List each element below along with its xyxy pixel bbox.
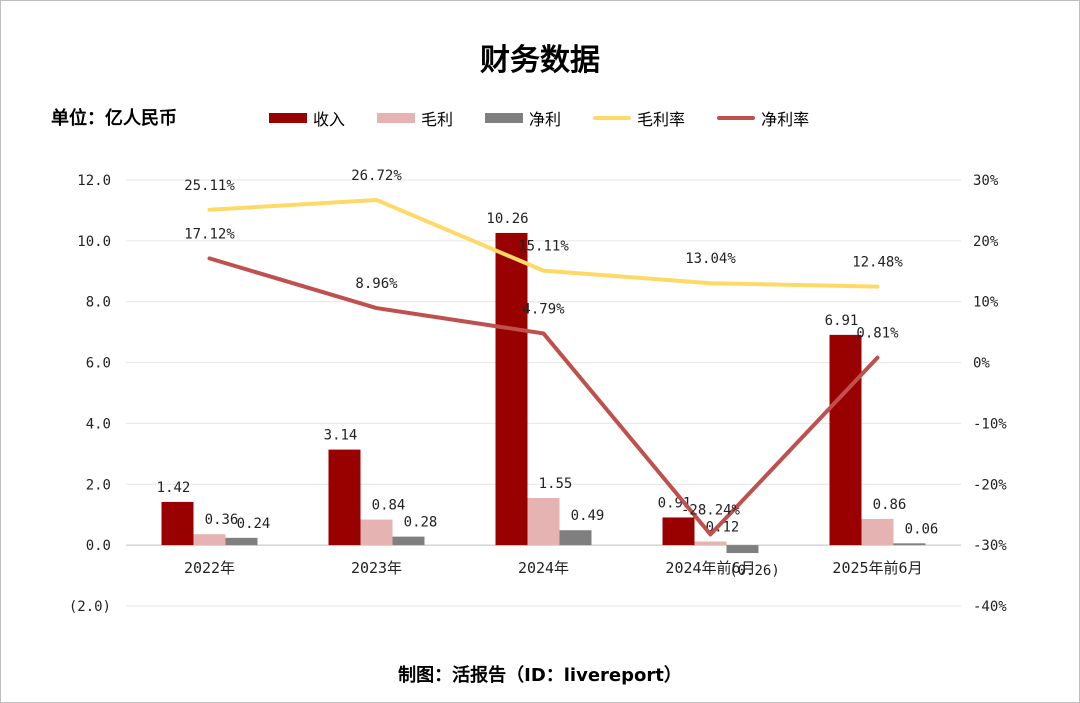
- data-label-gross-profit: 0.36: [205, 512, 239, 528]
- y-right-tick-label: 20%: [973, 234, 999, 250]
- chart-title: 财务数据: [480, 43, 600, 78]
- bar-net-profit: [225, 537, 258, 546]
- legend-line-gross-margin: [593, 116, 632, 120]
- data-label-gross-margin: 25.11%: [184, 178, 235, 194]
- data-label-gross-profit: 1.55: [539, 476, 573, 492]
- legend-swatch-net-profit: [485, 113, 524, 123]
- bar-gross-profit: [193, 534, 226, 546]
- data-label-net-margin: 17.12%: [184, 226, 235, 242]
- bar-net-profit: [726, 545, 759, 554]
- bar-revenue: [495, 232, 528, 546]
- data-label-gross-margin: 13.04%: [685, 251, 736, 267]
- data-label-net-profit: 0.49: [571, 508, 605, 524]
- bar-gross-profit: [694, 541, 727, 546]
- y-left-tick-label: 2.0: [86, 477, 111, 493]
- bar-net-profit: [392, 536, 425, 546]
- data-label-net-margin: 0.81%: [856, 326, 899, 342]
- x-tick-label: 2022年: [184, 559, 235, 577]
- x-tick-label: 2024年: [518, 559, 569, 577]
- legend-label-gross-margin: 毛利率: [637, 110, 686, 129]
- data-label-net-profit: (0.26): [729, 563, 780, 579]
- data-label-gross-margin: 12.48%: [852, 255, 903, 271]
- bar-gross-profit: [360, 519, 393, 546]
- legend-label-net-profit: 净利: [529, 110, 562, 129]
- bar-revenue: [328, 449, 361, 546]
- y-left-tick-label: 6.0: [86, 356, 111, 372]
- y-right-tick-label: -30%: [973, 538, 1007, 554]
- unit-label: 单位：亿人民币: [51, 108, 177, 129]
- legend: 收入 毛利 净利 毛利率 净利率: [269, 107, 841, 129]
- legend-swatch-revenue: [269, 113, 307, 123]
- bar-gross-profit: [861, 518, 894, 546]
- x-tick-label: 2023年: [351, 559, 402, 577]
- y-right-tick-label: -20%: [973, 477, 1007, 493]
- x-tick-label: 2025年前6月: [832, 559, 922, 577]
- data-label-net-margin: -28.24%: [681, 502, 741, 518]
- bar-gross-profit: [527, 497, 560, 546]
- y-right-tick-label: -10%: [973, 416, 1007, 432]
- data-label-net-profit: 0.06: [905, 521, 939, 537]
- legend-line-net-margin: [717, 116, 756, 120]
- data-label-gross-profit: 0.86: [873, 497, 907, 513]
- data-label-gross-margin: 15.11%: [518, 239, 569, 255]
- data-label-net-profit: 0.28: [404, 515, 438, 531]
- data-label-net-margin: 4.79%: [522, 301, 565, 317]
- y-right-tick-label: 30%: [973, 173, 999, 189]
- legend-item-gross-profit: 毛利: [377, 106, 453, 130]
- bar-net-profit: [893, 543, 926, 546]
- y-left-tick-label: 4.0: [86, 416, 111, 432]
- legend-swatch-gross-profit: [377, 113, 416, 123]
- bar-net-profit: [559, 530, 592, 546]
- data-label-revenue: 3.14: [324, 428, 358, 444]
- line-net-margin: [207, 256, 880, 537]
- y-left-tick-label: 8.0: [86, 295, 111, 311]
- bar-revenue: [662, 517, 695, 546]
- y-left-tick-label: 12.0: [77, 173, 111, 189]
- y-right-tick-label: -40%: [973, 599, 1007, 615]
- legend-item-net-margin: 净利率: [717, 106, 809, 130]
- bar-revenue: [829, 334, 862, 546]
- y-left-tick-label: (2.0): [69, 599, 111, 615]
- bar-revenue: [161, 501, 194, 546]
- data-label-revenue: 6.91: [825, 313, 859, 329]
- y-right-tick-label: 0%: [973, 356, 990, 372]
- legend-label-net-margin: 净利率: [761, 110, 810, 129]
- data-label-gross-margin: 26.72%: [351, 168, 402, 184]
- source-label: 制图：活报告（ID：livereport）: [398, 665, 682, 686]
- data-label-net-margin: 8.96%: [355, 276, 398, 292]
- data-label-gross-profit: 0.84: [372, 498, 406, 514]
- y-right-tick-label: 10%: [973, 295, 999, 311]
- legend-item-revenue: 收入: [269, 106, 345, 130]
- legend-label-gross-profit: 毛利: [421, 110, 454, 129]
- legend-item-net-profit: 净利: [485, 106, 561, 130]
- x-tick-label: 2024年前6月: [665, 559, 755, 577]
- y-left-tick-label: 0.0: [86, 538, 111, 554]
- y-left-tick-label: 10.0: [77, 234, 111, 250]
- data-label-net-profit: 0.24: [237, 516, 271, 532]
- data-label-revenue: 10.26: [486, 211, 528, 227]
- legend-label-revenue: 收入: [313, 110, 346, 129]
- legend-item-gross-margin: 毛利率: [593, 106, 685, 130]
- data-label-revenue: 1.42: [157, 480, 191, 496]
